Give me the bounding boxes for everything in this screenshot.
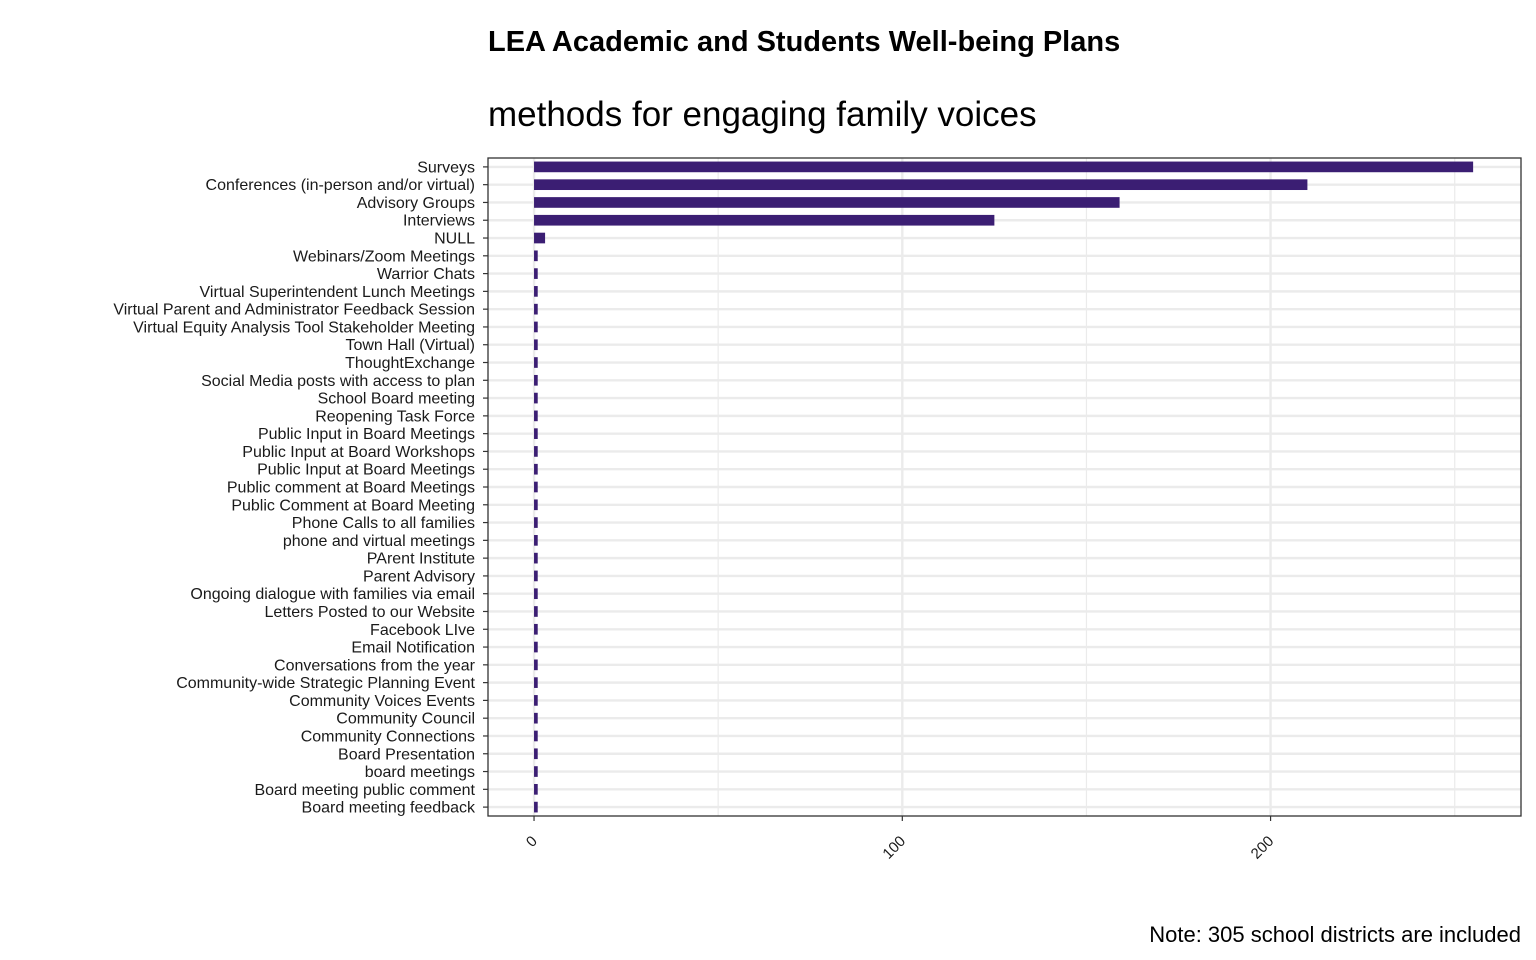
bar xyxy=(534,268,538,279)
category-label: Public Comment at Board Meeting xyxy=(231,497,475,514)
category-label: Public Input in Board Meetings xyxy=(258,426,475,443)
bar xyxy=(534,517,538,528)
x-axis-ticks: 0 100 200 xyxy=(523,816,1277,863)
chart-subtitle: methods for engaging family voices xyxy=(488,95,1037,134)
bar xyxy=(534,606,538,617)
category-label: Email Notification xyxy=(351,640,475,657)
category-label: Conversations from the year xyxy=(274,657,476,674)
category-label: Social Media posts with access to plan xyxy=(201,373,475,390)
category-label: PArent Institute xyxy=(367,551,475,568)
bar xyxy=(534,179,1308,191)
category-label: Board meeting feedback xyxy=(302,800,476,817)
bar xyxy=(534,463,538,475)
category-label: NULL xyxy=(434,231,475,248)
category-label: Virtual Superintendent Lunch Meetings xyxy=(200,284,475,301)
bar xyxy=(534,303,538,315)
bar xyxy=(534,766,538,777)
bar xyxy=(534,250,538,262)
bar xyxy=(534,570,538,582)
bar xyxy=(534,410,538,422)
category-label: Interviews xyxy=(403,213,475,230)
category-label: Public comment at Board Meetings xyxy=(227,480,475,497)
category-label: Community Voices Events xyxy=(289,693,475,710)
category-label: ThoughtExchange xyxy=(345,355,475,372)
bar xyxy=(534,623,538,635)
bar xyxy=(534,783,538,795)
bar xyxy=(534,339,538,351)
bar xyxy=(534,588,538,600)
bar xyxy=(534,161,1474,173)
category-label: Reopening Task Force xyxy=(315,408,475,425)
category-label: Surveys xyxy=(417,159,475,176)
category-label: board meetings xyxy=(365,764,475,781)
bar xyxy=(534,535,538,546)
bar xyxy=(534,197,1120,208)
category-label: Public Input at Board Meetings xyxy=(257,462,475,479)
bar xyxy=(534,499,538,511)
bar xyxy=(534,712,538,724)
category-label: Advisory Groups xyxy=(357,195,475,212)
bar xyxy=(534,481,538,493)
bar xyxy=(534,730,538,742)
category-label: Letters Posted to our Website xyxy=(265,604,476,621)
bar xyxy=(534,286,538,297)
bar xyxy=(534,659,538,671)
bar xyxy=(534,374,538,386)
category-label: School Board meeting xyxy=(318,391,475,408)
category-label: Public Input at Board Workshops xyxy=(242,444,475,461)
category-label: Virtual Parent and Administrator Feedbac… xyxy=(113,302,475,319)
category-label: Phone Calls to all families xyxy=(292,515,475,532)
bar xyxy=(534,801,538,813)
bar xyxy=(534,392,538,404)
category-label: Facebook LIve xyxy=(370,622,475,639)
category-label: Conferences (in-person and/or virtual) xyxy=(206,177,475,194)
category-label: Webinars/Zoom Meetings xyxy=(293,248,475,265)
bar xyxy=(534,677,538,688)
bar xyxy=(534,357,538,368)
bar xyxy=(534,446,538,457)
x-tick-label: 200 xyxy=(1248,833,1278,863)
category-label: Parent Advisory xyxy=(363,568,475,585)
category-label: Warrior Chats xyxy=(377,266,475,283)
category-label: Virtual Equity Analysis Tool Stakeholder… xyxy=(133,319,475,336)
category-label: Ongoing dialogue with families via email xyxy=(190,586,475,603)
category-label: Board meeting public comment xyxy=(254,782,475,799)
bars xyxy=(534,161,1474,813)
bar xyxy=(534,748,538,760)
chart-title: LEA Academic and Students Well-being Pla… xyxy=(488,26,1121,58)
x-tick-label: 0 xyxy=(523,833,541,851)
bar xyxy=(534,428,538,439)
x-tick-label: 100 xyxy=(879,833,909,863)
bar xyxy=(534,321,538,333)
bar xyxy=(534,695,538,706)
category-label: Board Presentation xyxy=(338,746,475,763)
category-label: Community Council xyxy=(336,711,475,728)
bar xyxy=(534,641,538,653)
category-label: Community Connections xyxy=(301,728,475,745)
category-label: phone and virtual meetings xyxy=(283,533,475,550)
bar xyxy=(534,552,538,564)
category-label: Town Hall (Virtual) xyxy=(345,337,475,354)
grid-lines xyxy=(488,158,1521,816)
chart-caption: Note: 305 school districts are included xyxy=(1149,922,1521,947)
bar xyxy=(534,214,995,226)
bar xyxy=(534,232,546,244)
category-label: Community-wide Strategic Planning Event xyxy=(176,675,475,692)
